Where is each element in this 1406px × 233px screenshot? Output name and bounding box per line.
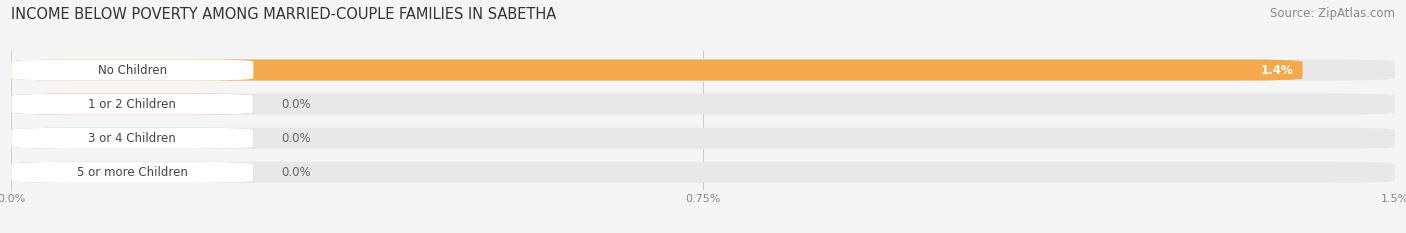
Text: 0.0%: 0.0% [281,166,311,179]
FancyBboxPatch shape [11,162,1395,183]
Text: 0.0%: 0.0% [281,132,311,145]
FancyBboxPatch shape [11,128,253,149]
Text: INCOME BELOW POVERTY AMONG MARRIED-COUPLE FAMILIES IN SABETHA: INCOME BELOW POVERTY AMONG MARRIED-COUPL… [11,7,557,22]
Text: 1.4%: 1.4% [1261,64,1294,76]
FancyBboxPatch shape [11,128,253,149]
Text: 5 or more Children: 5 or more Children [77,166,188,179]
FancyBboxPatch shape [11,93,1395,115]
Text: 0.0%: 0.0% [281,98,311,111]
Text: 1 or 2 Children: 1 or 2 Children [89,98,176,111]
FancyBboxPatch shape [11,162,253,183]
FancyBboxPatch shape [11,128,1395,149]
Text: 3 or 4 Children: 3 or 4 Children [89,132,176,145]
FancyBboxPatch shape [11,93,253,115]
FancyBboxPatch shape [11,162,253,183]
FancyBboxPatch shape [11,93,253,115]
FancyBboxPatch shape [11,59,253,81]
Text: No Children: No Children [98,64,167,76]
FancyBboxPatch shape [11,59,1395,81]
Text: Source: ZipAtlas.com: Source: ZipAtlas.com [1270,7,1395,20]
FancyBboxPatch shape [11,59,1302,81]
